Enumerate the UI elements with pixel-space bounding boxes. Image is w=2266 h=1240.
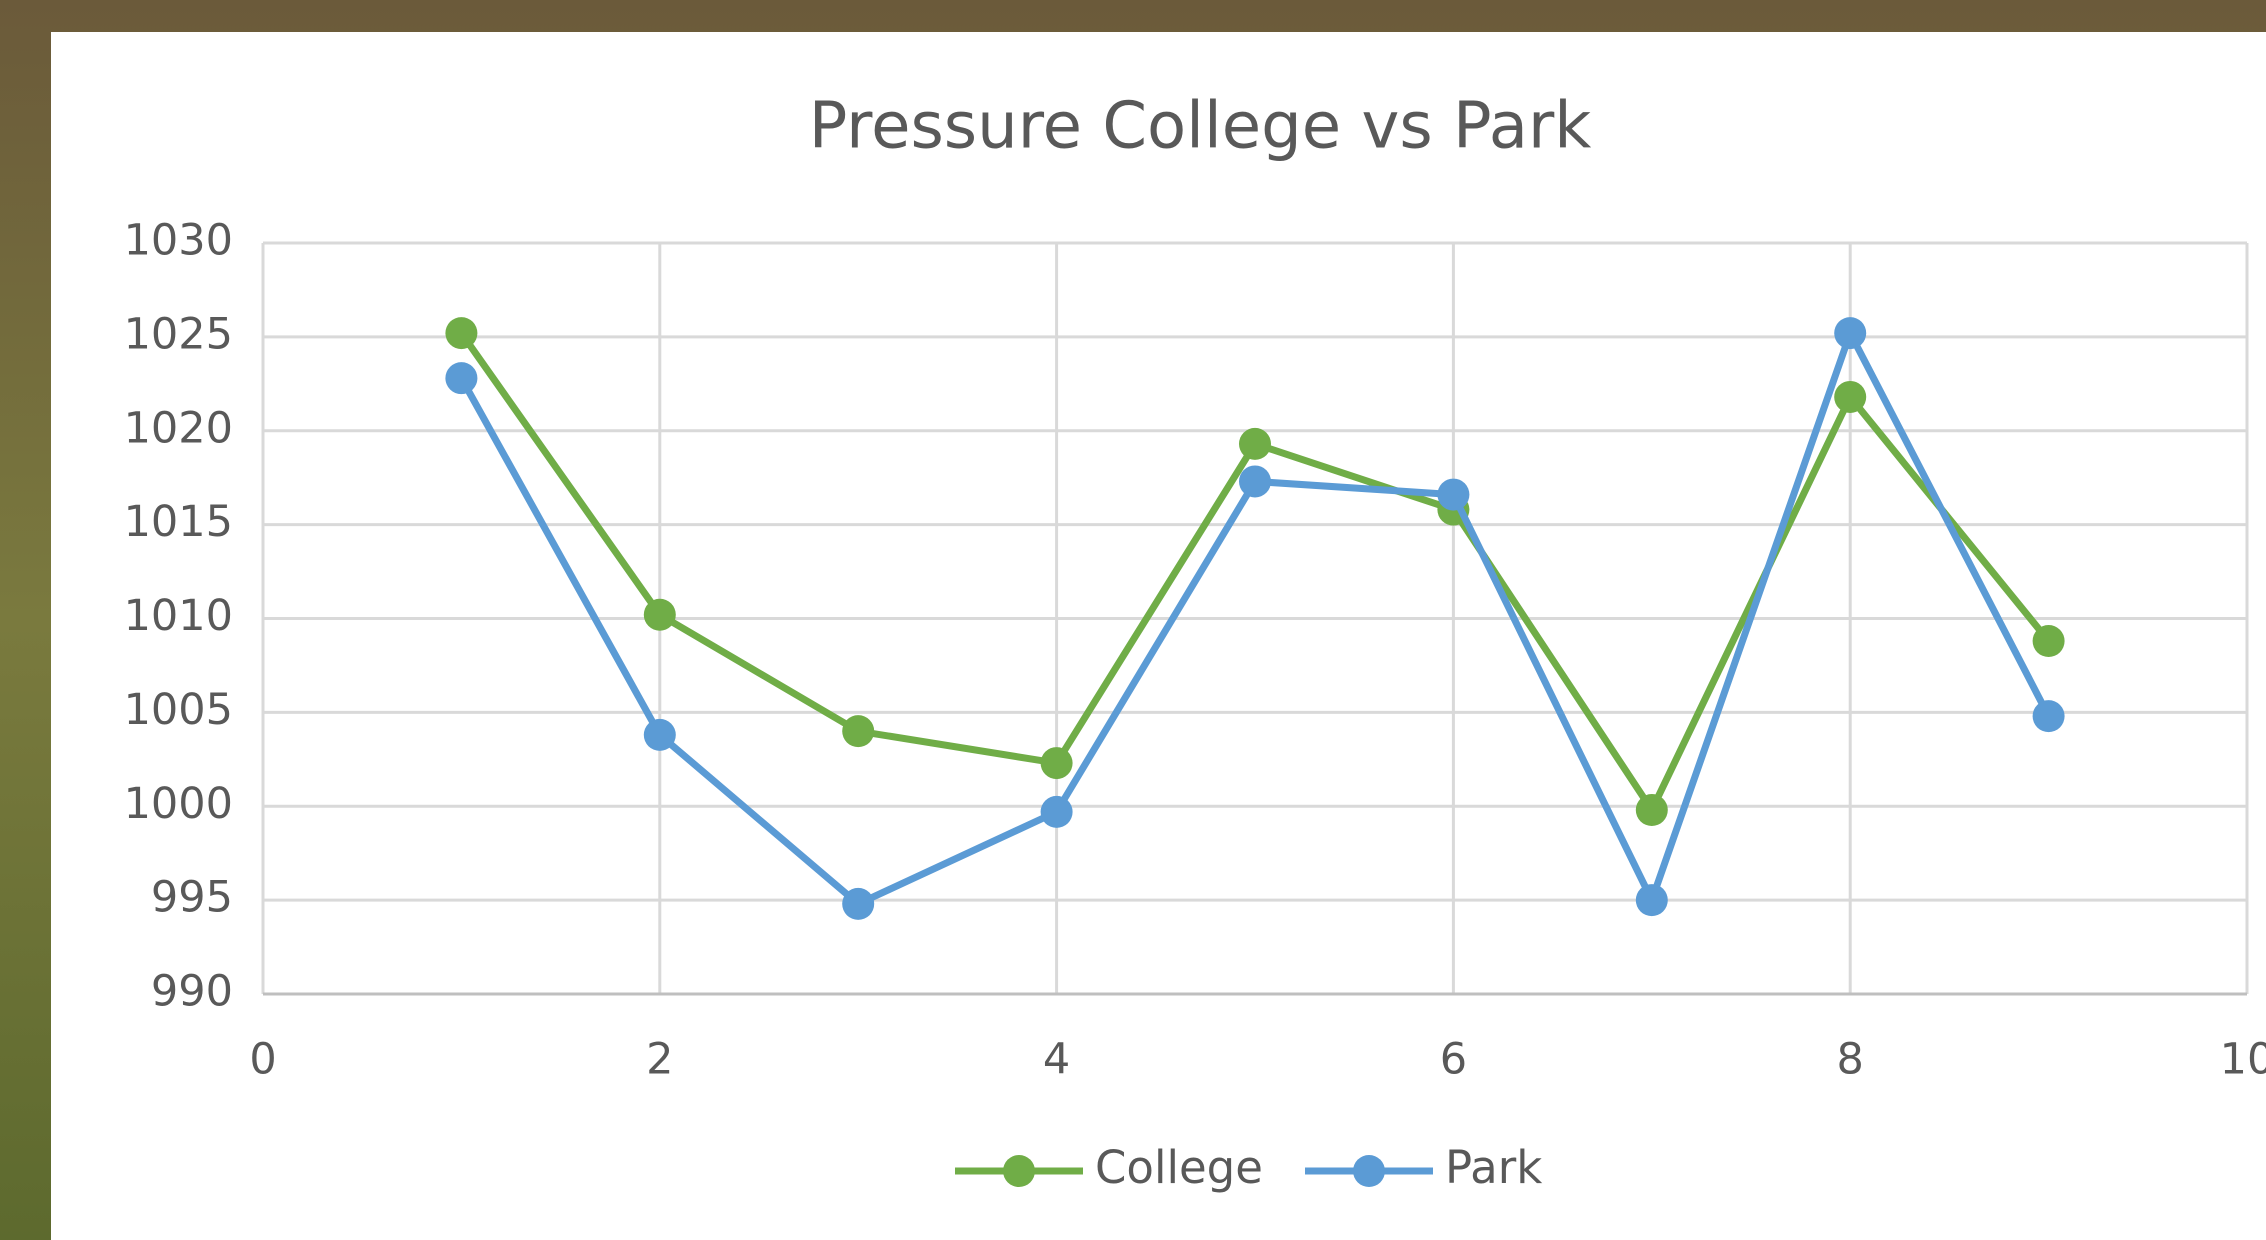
x-tick-label: 4 xyxy=(1043,1035,1070,1085)
y-tick-label: 1005 xyxy=(124,685,233,735)
legend-label: Park xyxy=(1445,1141,1542,1194)
data-point xyxy=(1041,747,1073,779)
y-tick-label: 1010 xyxy=(124,591,233,641)
chart: Pressure College vs Park 990 995 1000 1005 1… xyxy=(0,0,2266,1240)
data-point xyxy=(2033,700,2065,732)
y-tick-label: 1000 xyxy=(124,779,233,829)
y-tick-label: 995 xyxy=(151,873,233,923)
page: Pressure College vs Park 990 995 1000 1005 1… xyxy=(0,0,2266,1240)
data-point xyxy=(445,362,477,394)
y-tick-label: 1020 xyxy=(124,403,233,453)
data-point xyxy=(644,599,676,631)
data-point xyxy=(644,719,676,751)
data-point xyxy=(1834,381,1866,413)
y-tick-label: 1015 xyxy=(124,497,233,547)
data-point xyxy=(1239,465,1271,497)
data-point xyxy=(445,317,477,349)
data-point xyxy=(842,715,874,747)
data-point xyxy=(1239,428,1271,460)
y-tick-label: 1030 xyxy=(124,216,233,266)
data-point xyxy=(1437,479,1469,511)
x-tick-label: 10 xyxy=(2220,1035,2266,1085)
data-point xyxy=(1636,794,1668,826)
data-point xyxy=(842,888,874,920)
x-tick-label: 0 xyxy=(249,1035,276,1085)
y-tick-label: 1025 xyxy=(124,309,233,359)
chart-title: Pressure College vs Park xyxy=(809,90,1592,164)
x-tick-label: 2 xyxy=(646,1035,673,1085)
x-tick-label: 8 xyxy=(1837,1035,1864,1085)
y-tick-label: 990 xyxy=(151,967,233,1017)
data-point xyxy=(1834,317,1866,349)
data-point xyxy=(1636,884,1668,916)
x-tick-label: 6 xyxy=(1440,1035,1467,1085)
data-point xyxy=(2033,625,2065,657)
legend-label: College xyxy=(1095,1141,1263,1194)
legend-marker xyxy=(1353,1155,1385,1187)
legend-marker xyxy=(1003,1155,1035,1187)
data-point xyxy=(1041,796,1073,828)
